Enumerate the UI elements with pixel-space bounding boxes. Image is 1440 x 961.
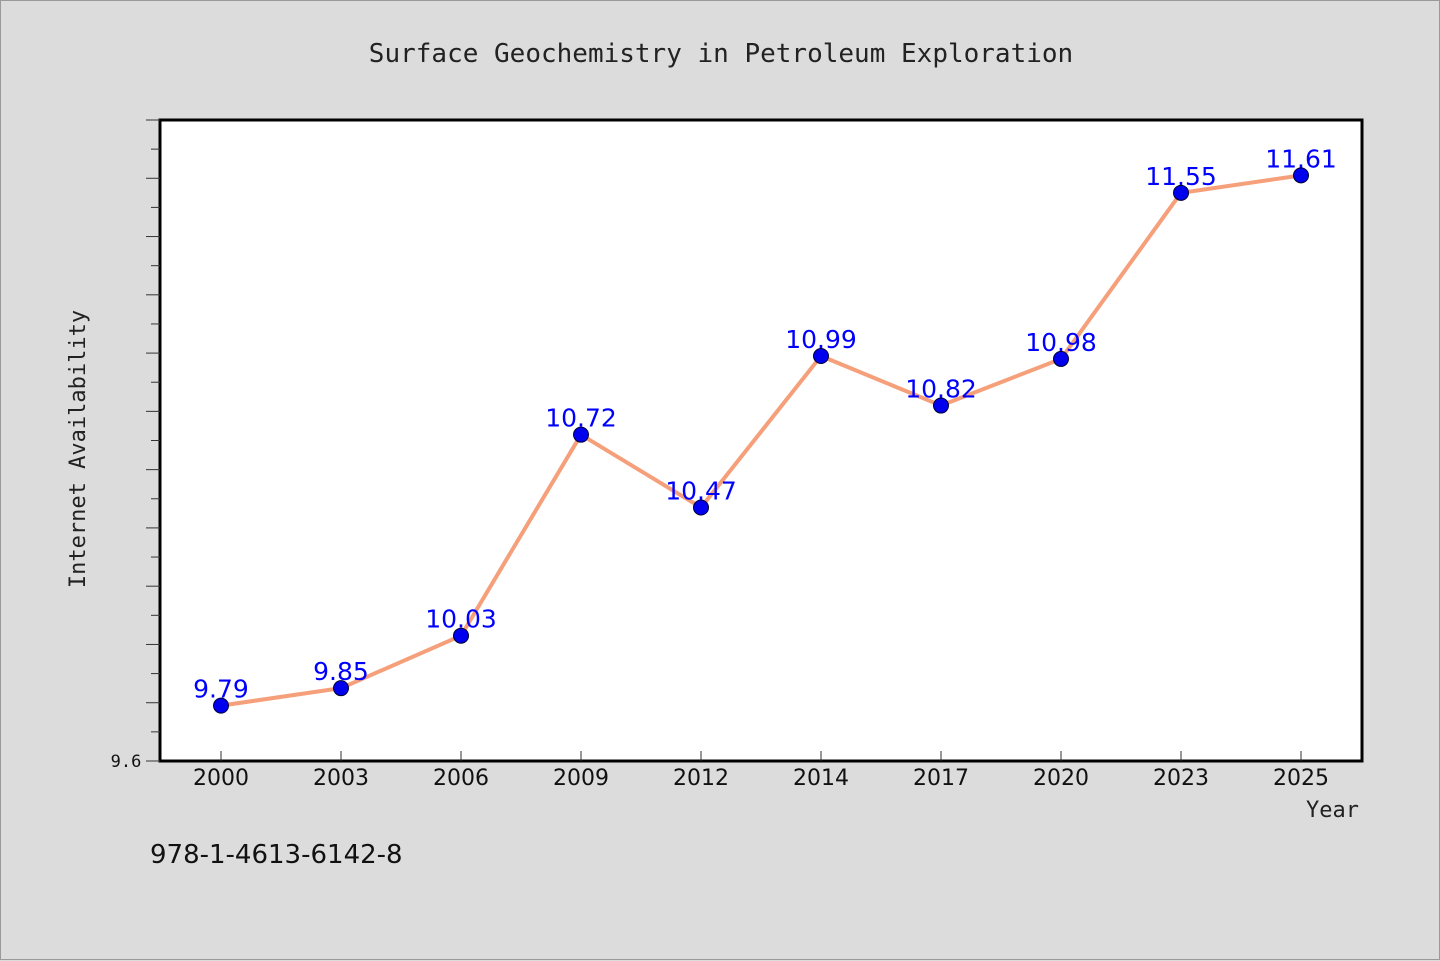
data-label: 11.55 bbox=[1145, 162, 1217, 191]
data-point bbox=[933, 397, 949, 414]
data-point bbox=[453, 627, 469, 644]
x-tick-label: 2017 bbox=[913, 766, 969, 791]
data-point bbox=[1053, 350, 1069, 367]
x-tick-label: 2003 bbox=[313, 766, 369, 791]
data-label: 10.72 bbox=[545, 404, 617, 433]
x-tick-label: 2014 bbox=[793, 766, 849, 791]
series-line bbox=[220, 173, 1302, 708]
x-tick-label: 2000 bbox=[193, 766, 249, 791]
x-tick-label: 2023 bbox=[1153, 766, 1209, 791]
data-label: 10.47 bbox=[665, 477, 737, 506]
x-axis-label: Year bbox=[1306, 798, 1359, 823]
data-label: 10.98 bbox=[1025, 328, 1097, 357]
data-label: 10.99 bbox=[785, 325, 857, 354]
y-axis-label: Internet Availability bbox=[66, 310, 91, 588]
data-label: 9.79 bbox=[193, 675, 249, 704]
x-tick-label: 2012 bbox=[673, 766, 729, 791]
x-tick-label: 2020 bbox=[1033, 766, 1089, 791]
data-point bbox=[693, 499, 709, 516]
x-tick-label: 2006 bbox=[433, 766, 489, 791]
data-point bbox=[573, 426, 589, 443]
y-tick-label: 9.6 bbox=[111, 752, 142, 772]
data-point bbox=[213, 697, 229, 714]
data-point bbox=[1173, 184, 1189, 201]
x-tick-label: 2025 bbox=[1273, 766, 1329, 791]
footnote-isbn: 978-1-4613-6142-8 bbox=[150, 840, 403, 870]
data-label: 9.85 bbox=[313, 657, 369, 686]
plot-area bbox=[158, 118, 1364, 763]
data-point bbox=[333, 680, 349, 697]
y-axis-ticks: 9.6 bbox=[111, 119, 160, 772]
data-label: 10.03 bbox=[425, 605, 497, 634]
chart-title: Surface Geochemistry in Petroleum Explor… bbox=[369, 39, 1073, 69]
series-group: 9.79 9.85 10.03 10.72 10.47 10.99 10.82 10.98 11… bbox=[193, 144, 1337, 714]
x-tick-label: 2009 bbox=[553, 766, 609, 791]
data-label: 10.82 bbox=[905, 375, 977, 404]
data-point bbox=[813, 348, 829, 365]
data-label: 11.61 bbox=[1265, 144, 1337, 173]
x-axis-ticks: 2000 2003 2006 2009 2012 2014 2017 2020 2023 2025 bbox=[193, 751, 1329, 791]
data-point bbox=[1293, 167, 1309, 184]
